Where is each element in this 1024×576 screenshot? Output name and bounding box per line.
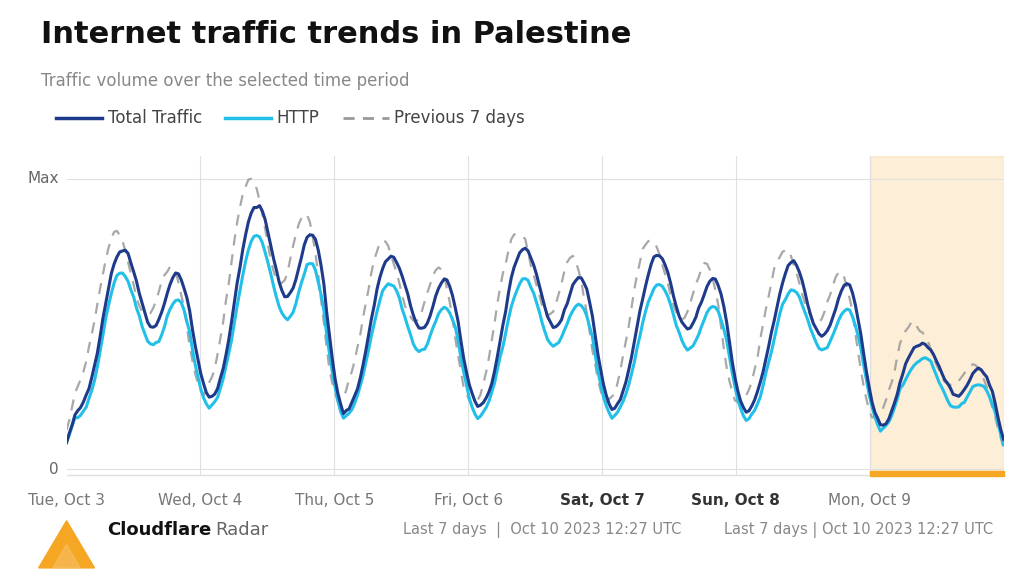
Text: Sun, Oct 8: Sun, Oct 8 bbox=[691, 493, 780, 508]
Text: Thu, Oct 5: Thu, Oct 5 bbox=[295, 493, 374, 508]
Text: Fri, Oct 6: Fri, Oct 6 bbox=[433, 493, 503, 508]
Text: HTTP: HTTP bbox=[276, 109, 319, 127]
Text: Internet traffic trends in Palestine: Internet traffic trends in Palestine bbox=[41, 20, 632, 49]
Text: Wed, Oct 4: Wed, Oct 4 bbox=[159, 493, 243, 508]
Text: Traffic volume over the selected time period: Traffic volume over the selected time pe… bbox=[41, 72, 410, 90]
Text: Last 7 days | Oct 10 2023 12:27 UTC: Last 7 days | Oct 10 2023 12:27 UTC bbox=[724, 522, 993, 538]
Bar bbox=[869, 156, 1004, 475]
Text: Mon, Oct 9: Mon, Oct 9 bbox=[828, 493, 911, 508]
Text: Previous 7 days: Previous 7 days bbox=[394, 109, 525, 127]
Text: Max: Max bbox=[28, 171, 59, 186]
Text: Total Traffic: Total Traffic bbox=[108, 109, 202, 127]
Text: Cloudflare: Cloudflare bbox=[108, 521, 212, 539]
Polygon shape bbox=[39, 521, 94, 568]
Text: 0: 0 bbox=[49, 462, 59, 477]
Text: Radar: Radar bbox=[215, 521, 268, 539]
Text: Sat, Oct 7: Sat, Oct 7 bbox=[559, 493, 644, 508]
Bar bbox=[869, 471, 1004, 476]
Text: Tue, Oct 3: Tue, Oct 3 bbox=[28, 493, 105, 508]
Polygon shape bbox=[53, 544, 80, 568]
Text: Last 7 days  |  Oct 10 2023 12:27 UTC: Last 7 days | Oct 10 2023 12:27 UTC bbox=[402, 522, 681, 538]
